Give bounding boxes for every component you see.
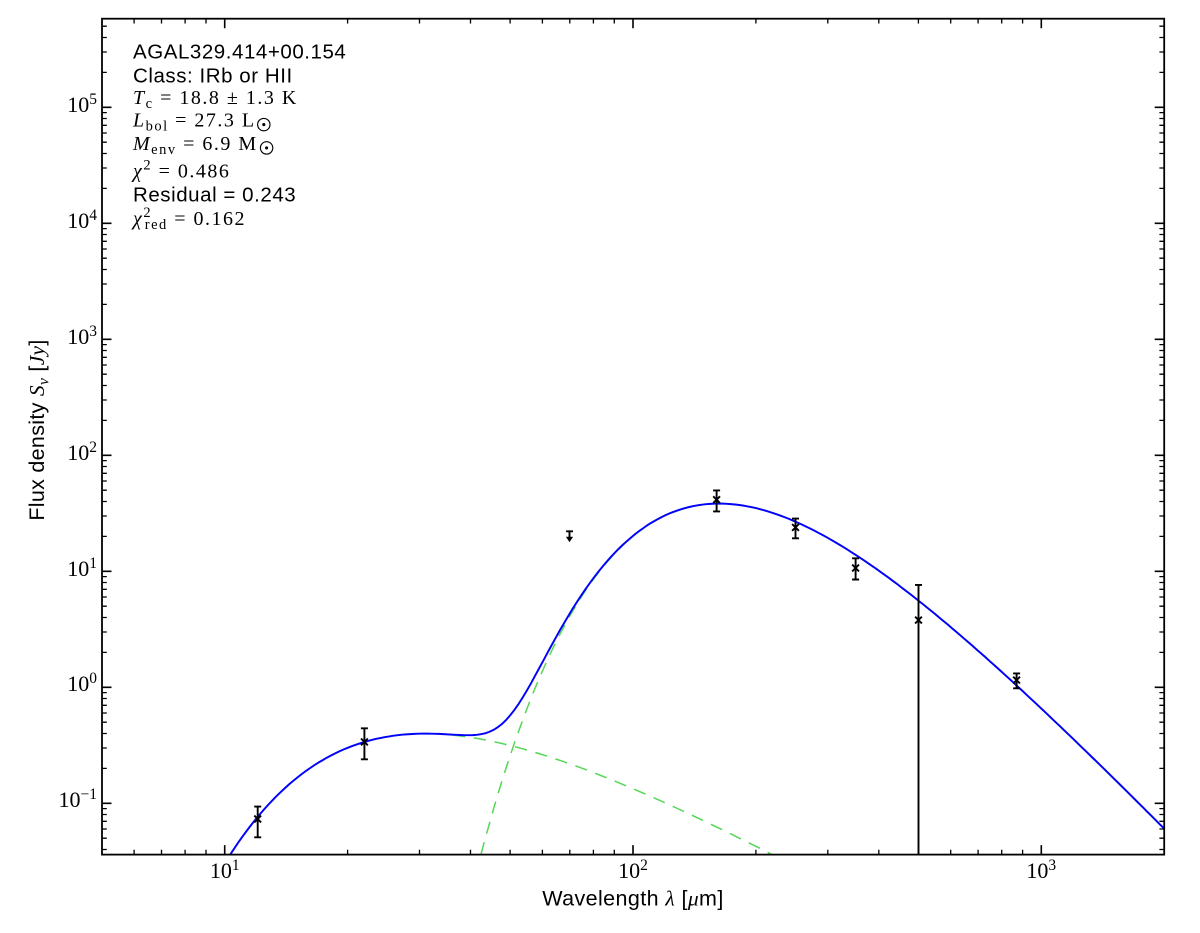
svg-text:Lbol = 27.3 L: Lbol = 27.3 L bbox=[132, 110, 256, 135]
svg-text:100: 100 bbox=[67, 670, 97, 696]
svg-text:105: 105 bbox=[67, 91, 97, 117]
svg-text:103: 103 bbox=[1026, 857, 1056, 883]
svg-text:104: 104 bbox=[67, 207, 97, 233]
svg-text:AGAL329.414+00.154: AGAL329.414+00.154 bbox=[133, 41, 346, 64]
svg-text:Menv = 6.9 M: Menv = 6.9 M bbox=[132, 133, 258, 158]
svg-text:χ2 = 0.486: χ2 = 0.486 bbox=[131, 157, 230, 182]
svg-text:Class: IRb or HII: Class: IRb or HII bbox=[133, 64, 293, 87]
svg-text:101: 101 bbox=[67, 555, 97, 581]
svg-text:102: 102 bbox=[618, 857, 648, 883]
svg-text:103: 103 bbox=[67, 323, 97, 349]
svg-text:10−1: 10−1 bbox=[59, 786, 98, 812]
svg-text:Residual = 0.243: Residual = 0.243 bbox=[133, 184, 296, 207]
svg-text:Tc = 18.8 ± 1.3 K: Tc = 18.8 ± 1.3 K bbox=[133, 87, 298, 112]
svg-text:Flux density Sν [Jy]: Flux density Sν [Jy] bbox=[25, 339, 53, 520]
svg-text:Wavelength λ [μm]: Wavelength λ [μm] bbox=[542, 887, 723, 911]
svg-text:102: 102 bbox=[67, 439, 97, 465]
svg-text:101: 101 bbox=[210, 857, 240, 883]
